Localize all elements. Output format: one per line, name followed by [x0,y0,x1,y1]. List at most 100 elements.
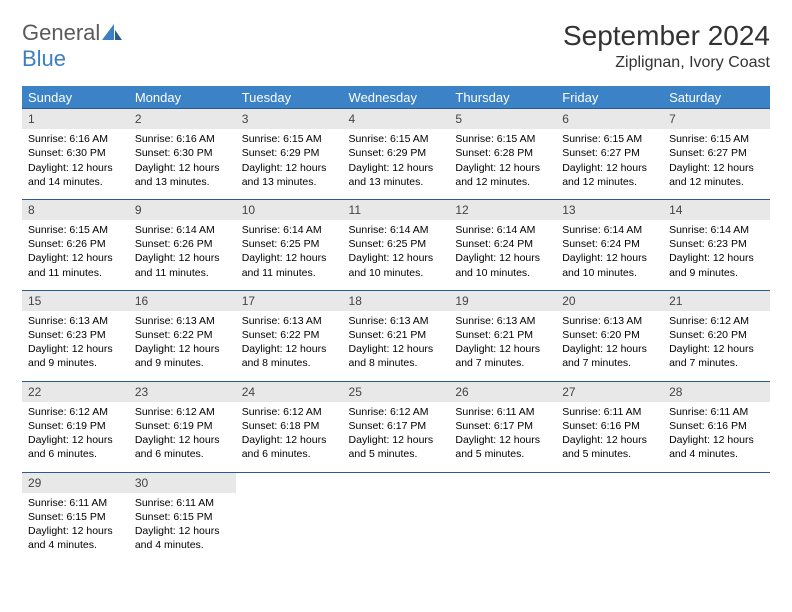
day-content: Sunrise: 6:11 AMSunset: 6:15 PMDaylight:… [22,493,129,563]
day-content: Sunrise: 6:14 AMSunset: 6:24 PMDaylight:… [449,220,556,290]
day-number: 27 [556,382,663,402]
day-number: 5 [449,109,556,129]
day-number: 12 [449,200,556,220]
day-content: Sunrise: 6:13 AMSunset: 6:21 PMDaylight:… [343,311,450,381]
calendar-cell: 21Sunrise: 6:12 AMSunset: 6:20 PMDayligh… [663,290,770,381]
calendar-cell-empty [663,472,770,562]
calendar-table: Sunday Monday Tuesday Wednesday Thursday… [22,86,770,562]
day-number: 7 [663,109,770,129]
calendar-row: 15Sunrise: 6:13 AMSunset: 6:23 PMDayligh… [22,290,770,381]
day-content: Sunrise: 6:14 AMSunset: 6:26 PMDaylight:… [129,220,236,290]
calendar-cell: 20Sunrise: 6:13 AMSunset: 6:20 PMDayligh… [556,290,663,381]
day-number: 28 [663,382,770,402]
day-number: 9 [129,200,236,220]
calendar-cell: 1Sunrise: 6:16 AMSunset: 6:30 PMDaylight… [22,109,129,200]
day-content: Sunrise: 6:15 AMSunset: 6:29 PMDaylight:… [343,129,450,199]
day-number: 23 [129,382,236,402]
logo: General Blue [22,20,122,72]
day-content: Sunrise: 6:15 AMSunset: 6:27 PMDaylight:… [663,129,770,199]
day-content: Sunrise: 6:13 AMSunset: 6:21 PMDaylight:… [449,311,556,381]
day-content: Sunrise: 6:11 AMSunset: 6:16 PMDaylight:… [556,402,663,472]
day-content: Sunrise: 6:13 AMSunset: 6:23 PMDaylight:… [22,311,129,381]
weekday-header: Friday [556,87,663,109]
day-number: 2 [129,109,236,129]
day-number: 16 [129,291,236,311]
day-content: Sunrise: 6:16 AMSunset: 6:30 PMDaylight:… [22,129,129,199]
day-content: Sunrise: 6:16 AMSunset: 6:30 PMDaylight:… [129,129,236,199]
calendar-cell: 16Sunrise: 6:13 AMSunset: 6:22 PMDayligh… [129,290,236,381]
calendar-row: 8Sunrise: 6:15 AMSunset: 6:26 PMDaylight… [22,199,770,290]
calendar-cell: 4Sunrise: 6:15 AMSunset: 6:29 PMDaylight… [343,109,450,200]
day-content: Sunrise: 6:11 AMSunset: 6:15 PMDaylight:… [129,493,236,563]
month-title: September 2024 [563,20,770,52]
calendar-cell: 3Sunrise: 6:15 AMSunset: 6:29 PMDaylight… [236,109,343,200]
calendar-cell: 26Sunrise: 6:11 AMSunset: 6:17 PMDayligh… [449,381,556,472]
location: Ziplignan, Ivory Coast [563,54,770,72]
calendar-row: 1Sunrise: 6:16 AMSunset: 6:30 PMDaylight… [22,109,770,200]
logo-sail-icon [102,24,122,40]
day-number: 4 [343,109,450,129]
day-content: Sunrise: 6:12 AMSunset: 6:20 PMDaylight:… [663,311,770,381]
weekday-header-row: Sunday Monday Tuesday Wednesday Thursday… [22,87,770,109]
day-number: 10 [236,200,343,220]
day-number: 19 [449,291,556,311]
calendar-cell: 30Sunrise: 6:11 AMSunset: 6:15 PMDayligh… [129,472,236,562]
calendar-cell: 22Sunrise: 6:12 AMSunset: 6:19 PMDayligh… [22,381,129,472]
day-number: 13 [556,200,663,220]
day-number: 21 [663,291,770,311]
calendar-row: 22Sunrise: 6:12 AMSunset: 6:19 PMDayligh… [22,381,770,472]
calendar-cell-empty [343,472,450,562]
day-content: Sunrise: 6:13 AMSunset: 6:22 PMDaylight:… [236,311,343,381]
day-number: 3 [236,109,343,129]
day-content: Sunrise: 6:11 AMSunset: 6:16 PMDaylight:… [663,402,770,472]
weekday-header: Tuesday [236,87,343,109]
calendar-cell: 8Sunrise: 6:15 AMSunset: 6:26 PMDaylight… [22,199,129,290]
calendar-cell-empty [449,472,556,562]
logo-text-2: Blue [22,46,66,71]
calendar-cell: 15Sunrise: 6:13 AMSunset: 6:23 PMDayligh… [22,290,129,381]
calendar-cell: 12Sunrise: 6:14 AMSunset: 6:24 PMDayligh… [449,199,556,290]
weekday-header: Saturday [663,87,770,109]
title-block: September 2024 Ziplignan, Ivory Coast [563,20,770,72]
calendar-cell: 5Sunrise: 6:15 AMSunset: 6:28 PMDaylight… [449,109,556,200]
day-number: 11 [343,200,450,220]
day-content: Sunrise: 6:14 AMSunset: 6:24 PMDaylight:… [556,220,663,290]
day-number: 30 [129,473,236,493]
day-number: 14 [663,200,770,220]
day-number: 1 [22,109,129,129]
calendar-cell: 10Sunrise: 6:14 AMSunset: 6:25 PMDayligh… [236,199,343,290]
day-number: 20 [556,291,663,311]
day-content: Sunrise: 6:13 AMSunset: 6:20 PMDaylight:… [556,311,663,381]
day-content: Sunrise: 6:13 AMSunset: 6:22 PMDaylight:… [129,311,236,381]
calendar-cell: 7Sunrise: 6:15 AMSunset: 6:27 PMDaylight… [663,109,770,200]
day-number: 25 [343,382,450,402]
calendar-row: 29Sunrise: 6:11 AMSunset: 6:15 PMDayligh… [22,472,770,562]
day-content: Sunrise: 6:15 AMSunset: 6:27 PMDaylight:… [556,129,663,199]
calendar-cell: 11Sunrise: 6:14 AMSunset: 6:25 PMDayligh… [343,199,450,290]
day-number: 18 [343,291,450,311]
calendar-cell: 27Sunrise: 6:11 AMSunset: 6:16 PMDayligh… [556,381,663,472]
logo-text-1: General [22,20,100,45]
day-content: Sunrise: 6:14 AMSunset: 6:25 PMDaylight:… [236,220,343,290]
calendar-cell: 2Sunrise: 6:16 AMSunset: 6:30 PMDaylight… [129,109,236,200]
calendar-cell-empty [556,472,663,562]
day-number: 22 [22,382,129,402]
day-content: Sunrise: 6:11 AMSunset: 6:17 PMDaylight:… [449,402,556,472]
day-number: 8 [22,200,129,220]
day-content: Sunrise: 6:12 AMSunset: 6:18 PMDaylight:… [236,402,343,472]
calendar-cell: 14Sunrise: 6:14 AMSunset: 6:23 PMDayligh… [663,199,770,290]
day-number: 15 [22,291,129,311]
day-number: 29 [22,473,129,493]
calendar-cell: 23Sunrise: 6:12 AMSunset: 6:19 PMDayligh… [129,381,236,472]
calendar-cell: 17Sunrise: 6:13 AMSunset: 6:22 PMDayligh… [236,290,343,381]
calendar-cell: 28Sunrise: 6:11 AMSunset: 6:16 PMDayligh… [663,381,770,472]
calendar-cell: 24Sunrise: 6:12 AMSunset: 6:18 PMDayligh… [236,381,343,472]
day-content: Sunrise: 6:14 AMSunset: 6:23 PMDaylight:… [663,220,770,290]
calendar-cell: 29Sunrise: 6:11 AMSunset: 6:15 PMDayligh… [22,472,129,562]
day-content: Sunrise: 6:12 AMSunset: 6:19 PMDaylight:… [22,402,129,472]
day-number: 24 [236,382,343,402]
day-content: Sunrise: 6:15 AMSunset: 6:28 PMDaylight:… [449,129,556,199]
day-content: Sunrise: 6:15 AMSunset: 6:26 PMDaylight:… [22,220,129,290]
calendar-cell: 6Sunrise: 6:15 AMSunset: 6:27 PMDaylight… [556,109,663,200]
weekday-header: Thursday [449,87,556,109]
